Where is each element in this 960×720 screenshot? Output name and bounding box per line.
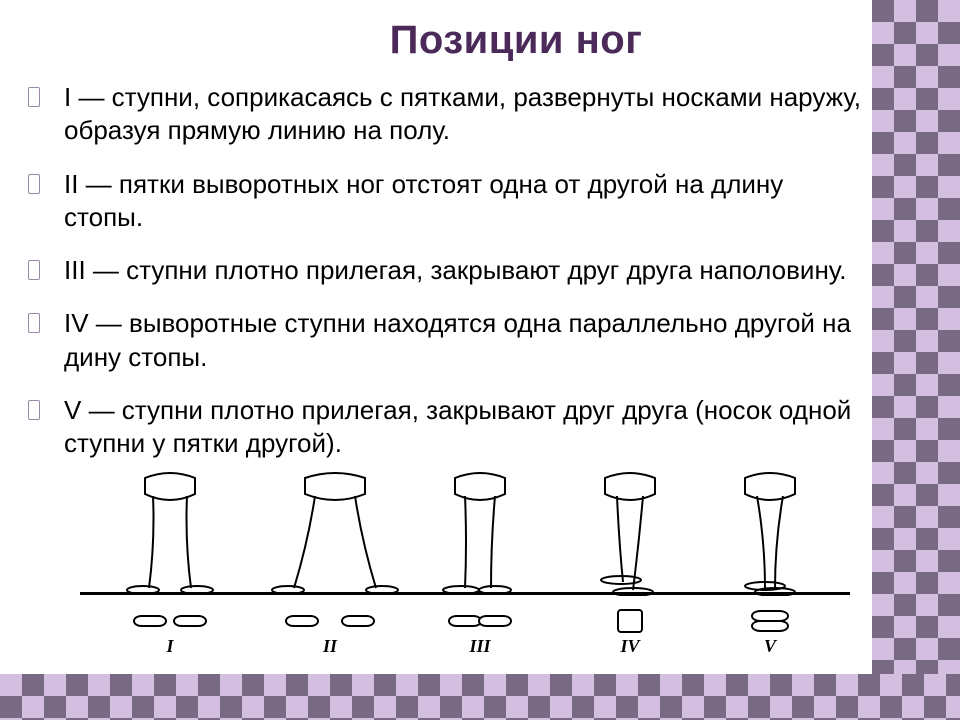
position-label: III [420,636,540,657]
position-label: V [710,636,830,657]
footprint-2 [270,610,390,632]
footprint-5 [710,610,830,632]
slide: Позиции ног I — ступни, соприкасаясь с п… [0,0,960,720]
bullet-item: V — ступни плотно прилегая, закрывают др… [40,394,862,461]
footprint-1 [110,610,230,632]
position-label: II [270,636,390,657]
positions-diagram: I II [70,472,860,672]
bullet-item: I — ступни, соприкасаясь с пятками, разв… [40,81,862,148]
bullet-item: IV — выворотные ступни находятся одна па… [40,307,862,374]
bullet-item: III — ступни плотно прилегая, закрывают … [40,254,862,287]
figure-pos-1: I [110,472,230,642]
checker-border-right [872,0,960,720]
footprint-3 [420,610,540,632]
content-area: Позиции ног I — ступни, соприкасаясь с п… [0,0,872,674]
bullet-list: I — ступни, соприкасаясь с пятками, разв… [40,81,862,460]
position-label: I [110,636,230,657]
page-title: Позиции ног [170,18,862,63]
checker-border-bottom [0,674,960,720]
figure-pos-5: V [710,472,830,642]
footprint-4 [570,610,690,632]
figure-pos-3: III [420,472,540,642]
position-label: IV [570,636,690,657]
figure-pos-2: II [270,472,390,642]
figure-pos-4: IV [570,472,690,642]
bullet-item: II — пятки выворотных ног отстоят одна о… [40,168,862,235]
